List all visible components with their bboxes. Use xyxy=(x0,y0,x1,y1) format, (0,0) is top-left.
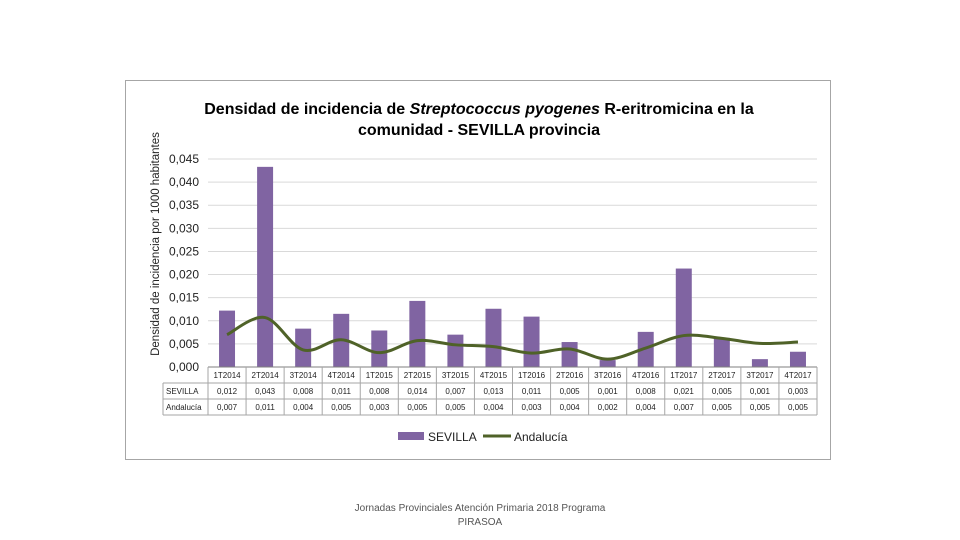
bar-sevilla xyxy=(713,337,730,367)
data-label: 0,014 xyxy=(407,387,428,396)
chart-title: Densidad de incidencia de Streptococcus … xyxy=(204,101,754,139)
x-tick-label: 3T2017 xyxy=(746,371,774,380)
data-label: 0,004 xyxy=(560,403,581,412)
data-label: 0,008 xyxy=(636,387,657,396)
data-label: 0,005 xyxy=(560,387,581,396)
chart-title-prefix: Densidad de incidencia de xyxy=(204,101,409,118)
y-tick-label: 0,030 xyxy=(169,221,199,235)
data-label: 0,007 xyxy=(674,403,695,412)
data-label: 0,001 xyxy=(598,387,619,396)
bar-sevilla xyxy=(523,316,540,367)
x-tick-label: 1T2017 xyxy=(670,371,698,380)
x-tick-label: 3T2014 xyxy=(290,371,318,380)
slide-footer: Jornadas Provinciales Atención Primaria … xyxy=(330,502,630,530)
legend-label-sevilla: SEVILLA xyxy=(428,430,477,444)
data-label: 0,005 xyxy=(750,403,771,412)
bar-sevilla xyxy=(599,360,616,367)
chart: Densidad de incidencia de Streptococcus … xyxy=(150,101,818,444)
x-tick-label: 2T2015 xyxy=(404,371,432,380)
data-label: 0,008 xyxy=(369,387,390,396)
x-tick-label: 1T2014 xyxy=(213,371,241,380)
y-tick-label: 0,020 xyxy=(169,268,199,282)
data-label: 0,003 xyxy=(788,387,809,396)
chart-frame: Densidad de incidencia de Streptococcus … xyxy=(125,80,831,460)
data-label: 0,012 xyxy=(217,387,238,396)
data-table: 1T2014 2T2014 3T2014 4T2014 1T2015 2T2015 3T20… xyxy=(162,366,818,416)
legend-label-andalucia: Andalucía xyxy=(514,430,568,444)
x-tick-label: 3T2015 xyxy=(442,371,470,380)
bar-sevilla xyxy=(447,334,464,367)
data-label: 0,011 xyxy=(255,403,275,412)
bar-sevilla xyxy=(751,359,768,367)
data-label: 0,005 xyxy=(445,403,466,412)
data-label: 0,021 xyxy=(674,387,695,396)
x-tick-label: 3T2016 xyxy=(594,371,622,380)
x-tick-label: 1T2016 xyxy=(518,371,546,380)
bar-sevilla xyxy=(295,328,312,367)
chart-title-line2: comunidad - SEVILLA provincia xyxy=(358,122,600,139)
chart-title-line1: Densidad de incidencia de Streptococcus … xyxy=(204,101,754,118)
legend-swatch-sevilla xyxy=(398,432,424,440)
data-label: 0,043 xyxy=(255,387,276,396)
data-label: 0,003 xyxy=(369,403,390,412)
data-label: 0,002 xyxy=(598,403,619,412)
data-label: 0,011 xyxy=(522,387,542,396)
y-axis-label: Densidad de incidencia por 1000 habitant… xyxy=(150,132,162,356)
data-label: 0,007 xyxy=(445,387,466,396)
data-label: 0,004 xyxy=(483,403,504,412)
chart-title-species: Streptococcus pyogenes xyxy=(410,101,600,118)
x-tick-label: 1T2015 xyxy=(366,371,394,380)
y-tick-label: 0,040 xyxy=(169,175,199,189)
bar-sevilla xyxy=(409,300,426,367)
bar-sevilla xyxy=(485,308,502,367)
bar-sevilla xyxy=(219,310,236,367)
y-tick-label: 0,045 xyxy=(169,152,199,166)
line-andalucia xyxy=(226,315,799,361)
x-tick-label: 2T2014 xyxy=(252,371,280,380)
x-tick-label: 4T2014 xyxy=(328,371,356,380)
data-label: 0,001 xyxy=(750,387,771,396)
data-label: 0,004 xyxy=(636,403,657,412)
x-tick-label: 2T2017 xyxy=(708,371,736,380)
y-tick-label: 0,015 xyxy=(169,291,199,305)
andalucia-line-group xyxy=(226,315,799,361)
x-tick-label: 4T2015 xyxy=(480,371,508,380)
bar-sevilla xyxy=(371,330,388,367)
data-label: 0,011 xyxy=(332,387,352,396)
bar-sevilla xyxy=(789,351,806,367)
data-label: 0,005 xyxy=(788,403,809,412)
x-tick-label: 4T2016 xyxy=(632,371,660,380)
chart-title-suffix: R-eritromicina en la xyxy=(600,101,754,118)
y-tick-label: 0,035 xyxy=(169,198,199,212)
data-label: 0,005 xyxy=(331,403,352,412)
data-label: 0,003 xyxy=(522,403,543,412)
footer-line2: PIRASOA xyxy=(457,517,503,528)
bar-sevilla xyxy=(675,268,692,367)
legend: SEVILLA Andalucía xyxy=(398,430,568,444)
data-label: 0,013 xyxy=(483,387,504,396)
data-label: 0,005 xyxy=(712,403,733,412)
footer-line1: Jornadas Provinciales Atención Primaria … xyxy=(354,503,606,514)
y-tick-label: 0,000 xyxy=(169,360,199,374)
data-label: 0,007 xyxy=(217,403,238,412)
y-tick-label: 0,025 xyxy=(169,244,199,258)
bar-sevilla xyxy=(561,342,578,367)
data-label: 0,004 xyxy=(293,403,314,412)
data-label: 0,005 xyxy=(712,387,733,396)
x-tick-label: 2T2016 xyxy=(556,371,584,380)
y-tick-label: 0,005 xyxy=(169,337,199,351)
y-tick-label: 0,010 xyxy=(169,314,199,328)
data-label: 0,005 xyxy=(407,403,428,412)
table-row-label: Andalucía xyxy=(166,403,202,412)
table-row-label: SEVILLA xyxy=(166,387,199,396)
bar-sevilla xyxy=(257,166,274,367)
data-label: 0,008 xyxy=(293,387,314,396)
y-axis-ticks: 0,000 0,005 0,010 0,015 0,020 0,025 0,030 0,035… xyxy=(169,152,199,374)
x-tick-label: 4T2017 xyxy=(784,371,812,380)
